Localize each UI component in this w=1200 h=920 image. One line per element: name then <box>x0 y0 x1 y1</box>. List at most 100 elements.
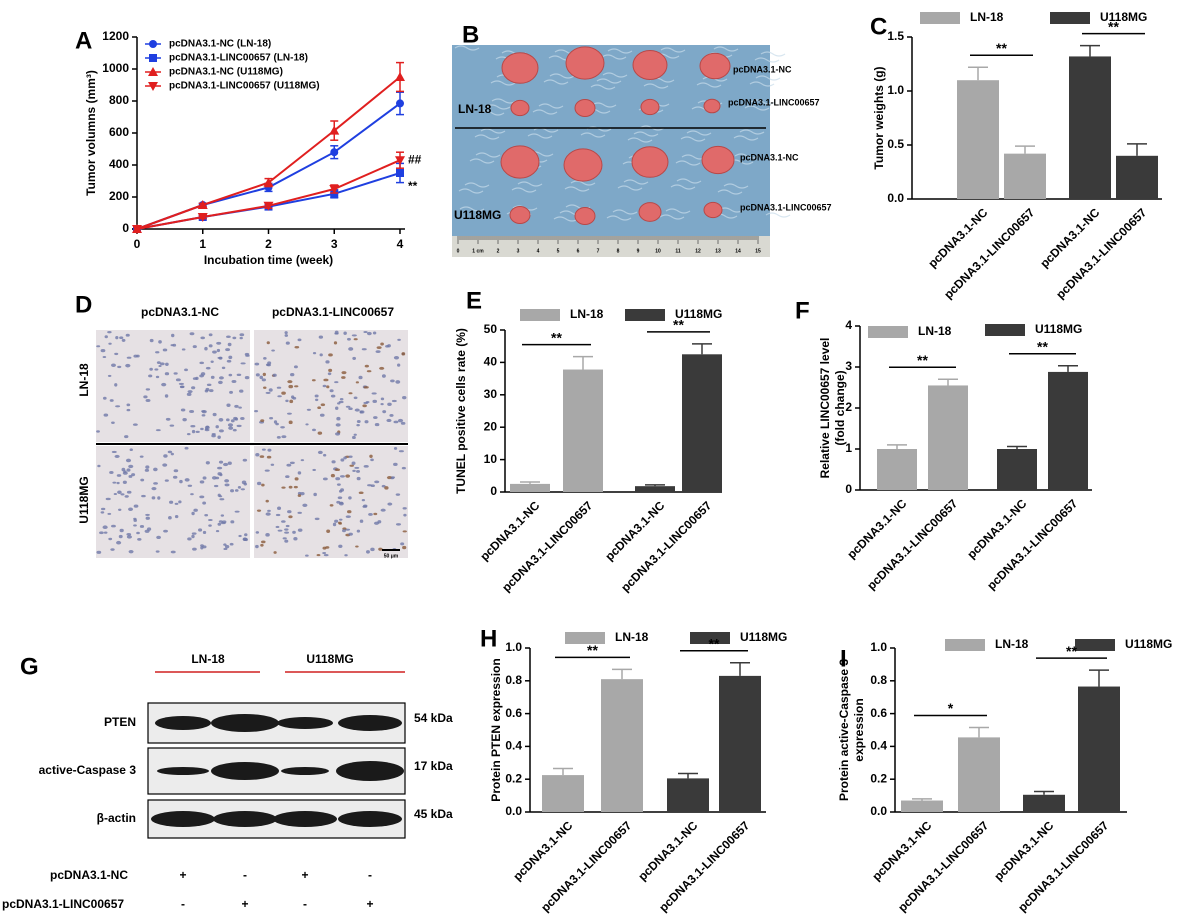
band <box>338 715 402 731</box>
nucleus <box>159 362 165 366</box>
error-bar <box>1127 143 1147 156</box>
annotation: ## <box>408 152 422 166</box>
nucleus <box>117 365 122 369</box>
nucleus <box>218 376 224 380</box>
error-bar <box>912 798 932 801</box>
nucleus <box>288 515 293 519</box>
nucleus <box>275 513 281 517</box>
nucleus <box>335 432 341 436</box>
photo-texture <box>676 178 702 184</box>
photo-texture <box>680 136 706 142</box>
nucleus <box>129 448 133 452</box>
nucleus <box>319 353 323 357</box>
nucleus <box>261 378 267 382</box>
nucleus <box>381 484 386 488</box>
nucleus <box>187 537 192 541</box>
nucleus <box>390 477 395 480</box>
nucleus <box>255 531 260 534</box>
nucleus <box>386 418 392 423</box>
nucleus <box>232 428 237 432</box>
nucleus <box>217 522 222 526</box>
nucleus <box>393 446 398 450</box>
nucleus <box>200 427 204 431</box>
nucleus <box>284 539 289 543</box>
nucleus <box>284 334 289 337</box>
nucleus <box>334 332 339 335</box>
nucleus <box>322 477 328 481</box>
tumor <box>574 207 596 225</box>
nucleus <box>402 530 407 533</box>
nucleus <box>284 331 288 335</box>
nucleus <box>133 524 137 527</box>
nucleus <box>145 513 150 516</box>
nucleus <box>312 428 316 432</box>
nucleus <box>343 331 347 335</box>
photo-texture <box>670 184 696 190</box>
nucleus <box>128 507 134 512</box>
photo-texture <box>734 153 760 159</box>
y-tick-label: 1.5 <box>887 29 904 43</box>
nucleus <box>224 483 230 487</box>
nucleus <box>288 420 293 425</box>
nucleus <box>353 433 357 436</box>
legend-label: pcDNA3.1-LINC00657 (U118MG) <box>169 81 320 92</box>
nucleus <box>181 348 186 351</box>
bar <box>901 800 943 812</box>
nucleus <box>208 389 214 393</box>
bar <box>667 778 709 812</box>
nucleus <box>191 511 195 516</box>
nucleus <box>107 330 112 334</box>
nucleus <box>317 431 323 435</box>
band <box>336 761 404 781</box>
bar <box>1048 371 1088 490</box>
nucleus <box>199 361 205 365</box>
photo-texture <box>538 103 564 109</box>
nucleus <box>259 455 265 458</box>
nucleus <box>273 420 278 424</box>
nucleus <box>294 345 300 349</box>
nucleus <box>118 508 122 511</box>
y-axis-label: Tumor weights (g) <box>872 66 886 169</box>
nucleus <box>227 461 232 465</box>
nucleus <box>374 422 380 427</box>
nucleus <box>109 399 114 402</box>
nucleus <box>355 381 359 384</box>
nucleus <box>240 362 246 365</box>
band <box>211 762 279 780</box>
nucleus <box>228 355 233 360</box>
nucleus <box>353 338 358 341</box>
nucleus <box>122 480 127 484</box>
bar <box>1069 56 1111 199</box>
nucleus <box>186 392 192 397</box>
error-bar <box>1015 145 1035 154</box>
tumor <box>501 52 539 84</box>
nucleus <box>175 378 181 382</box>
nucleus <box>116 540 122 545</box>
nucleus <box>393 356 400 360</box>
nucleus <box>370 458 374 462</box>
nucleus <box>293 365 298 369</box>
nucleus <box>348 496 352 500</box>
x-tick-label: pcDNA3.1-LINC00657 <box>864 496 960 592</box>
nucleus <box>222 462 229 467</box>
nucleus <box>348 347 354 351</box>
band <box>277 717 333 729</box>
photo-texture <box>617 185 643 191</box>
nucleus <box>276 435 281 439</box>
marker <box>263 177 274 187</box>
nucleus <box>161 382 167 387</box>
nucleus <box>322 384 327 388</box>
nucleus <box>151 496 156 500</box>
sign: + <box>301 868 308 882</box>
nucleus <box>330 473 335 478</box>
y-tick-label: 0 <box>845 482 852 496</box>
nucleus <box>96 550 102 554</box>
bar <box>542 775 584 812</box>
nucleus <box>339 501 344 505</box>
bar <box>877 449 917 490</box>
nucleus <box>189 332 195 336</box>
y-axis-label: Protein active-Caspase 3 <box>837 659 851 801</box>
legend-label: LN-18 <box>995 637 1029 651</box>
nucleus <box>272 373 277 377</box>
error-bar <box>678 772 698 779</box>
